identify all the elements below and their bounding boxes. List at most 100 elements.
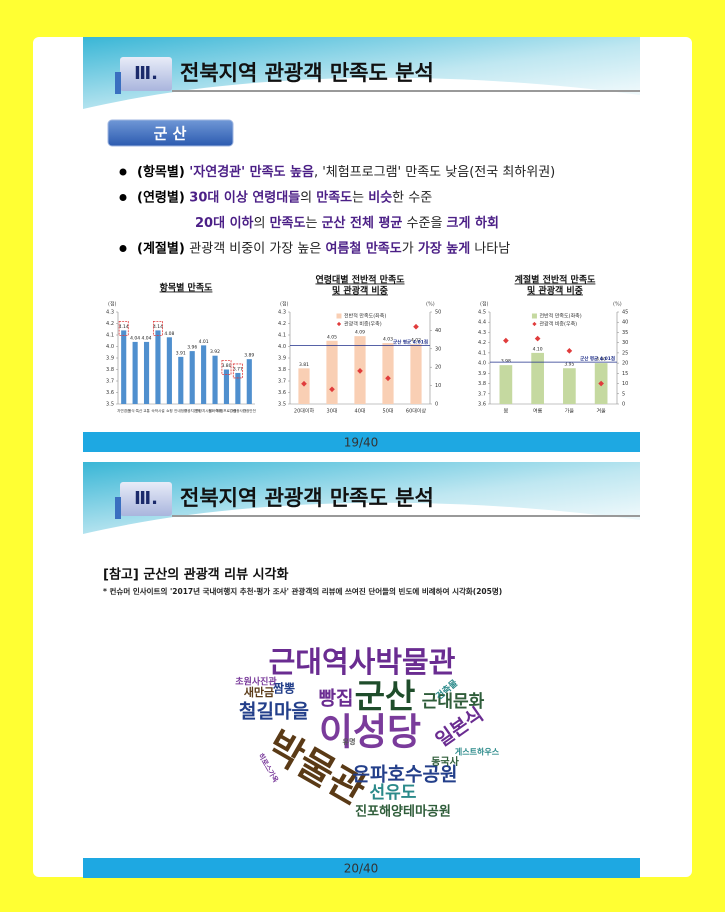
text-segment: (계절별): [137, 240, 189, 256]
y-tick-label: 3.6: [278, 390, 286, 396]
x-tick-label: 자연경관: [117, 408, 131, 413]
cloud-word: 새만금: [244, 685, 274, 699]
chart-title: 연령대별 전반적 만족도: [315, 274, 405, 286]
text-segment: 나타남: [470, 241, 510, 256]
y-tick-label: 4.3: [106, 310, 114, 316]
y2-tick-label: 10: [622, 381, 628, 387]
value-label: 4.08: [164, 331, 174, 337]
highlight-box: [232, 363, 243, 379]
value-label: 4.00: [596, 357, 606, 363]
y-tick-label: 3.7: [278, 379, 286, 385]
y-tick-label: 3.6: [106, 390, 114, 396]
legend-label: 관광객 비중(우축): [539, 321, 577, 328]
y-tick-label: 3.8: [106, 367, 114, 373]
numeral: Ⅲ.: [134, 63, 158, 84]
page-number: 19/40: [344, 436, 379, 450]
share-marker: [301, 380, 307, 387]
y-tick-label: 4.3: [278, 310, 286, 316]
share-marker: [385, 375, 391, 382]
value-label: 4.14: [153, 324, 163, 330]
text-segment: , '체험프로그램' 만족도 낮음: [314, 165, 469, 180]
value-label: 4.02: [411, 338, 421, 344]
text-segment: 여름철 만족도: [325, 240, 401, 256]
y-tick-label: 4.3: [478, 330, 486, 336]
y2-tick-label: 20: [622, 361, 628, 367]
y2-tick-label: 20: [435, 365, 441, 371]
share-marker: [357, 368, 363, 374]
value-label: 4.14: [119, 324, 129, 330]
bar: [235, 372, 241, 404]
y-tick-label: 3.7: [106, 379, 114, 385]
value-label: 4.10: [533, 346, 543, 352]
x-tick-label: 교통: [143, 408, 150, 413]
value-label: 3.95: [564, 362, 574, 368]
bar: [499, 365, 513, 404]
value-label: 3.89: [244, 353, 254, 359]
share-marker: [566, 348, 573, 354]
share-marker: [413, 323, 419, 330]
header-wave: [83, 77, 640, 112]
bar: [563, 368, 576, 404]
x-tick-label: 음식·특산: [128, 408, 143, 413]
value-label: 4.04: [142, 335, 152, 341]
value-label: 3.77: [233, 366, 243, 372]
numeral-accent: [115, 72, 121, 94]
bar: [223, 369, 230, 404]
y-tick-label: 3.9: [278, 356, 286, 362]
highlight-box: [221, 360, 232, 375]
value-label: 4.04: [130, 335, 140, 341]
text-segment: 크게 하회: [447, 215, 499, 231]
text-segment: (전국 최하위권): [469, 165, 555, 180]
y-tick-label: 4.0: [478, 361, 486, 367]
x-tick-label: 여름: [533, 408, 543, 415]
cloud-word: 은파호수공원: [353, 764, 458, 786]
chart-title: 항목별 만족도: [160, 282, 214, 294]
value-label: 3.92: [210, 349, 220, 355]
y-tick-label: 4.5: [478, 310, 486, 316]
y-tick-label: 3.8: [478, 381, 486, 387]
x-tick-label: 관광안전: [243, 408, 256, 413]
y2-tick-label: 25: [622, 350, 628, 356]
x-tick-label: 봄: [504, 409, 509, 415]
text-segment: 30대 이상 연령대들: [189, 189, 300, 205]
bar: [189, 351, 195, 404]
y2-tick-label: 15: [622, 371, 628, 377]
bar: [132, 341, 138, 404]
cloud-word: 짬뽕: [273, 681, 295, 696]
share-marker: [503, 337, 509, 344]
bar: [166, 337, 172, 404]
y2-tick-label: 0: [622, 402, 625, 408]
section-button: [107, 119, 234, 147]
x-tick-label: 50대: [383, 408, 394, 415]
bar: [201, 345, 207, 404]
bar: [143, 341, 150, 404]
y2-tick-label: 40: [435, 328, 441, 334]
bar: [410, 344, 422, 404]
bullet-dot: [119, 245, 127, 252]
bar: [246, 359, 252, 404]
y-tick-label: 4.0: [278, 344, 286, 350]
x-tick-label: 관광지편의: [184, 408, 201, 413]
cloud-word: 유명: [343, 737, 356, 746]
text-segment: 20대 이하: [195, 215, 254, 231]
x-tick-label: 관광지시설: [195, 408, 212, 413]
x-tick-label: 관광종사자: [230, 408, 247, 413]
legend-label: 관광객 비중(우축): [344, 321, 382, 328]
bar: [212, 355, 218, 404]
x-tick-label: 체험프로그램: [217, 408, 237, 413]
page-number: 20/40: [344, 862, 379, 876]
text-segment: 는: [305, 216, 321, 231]
share-marker: [534, 335, 541, 342]
y-tick-label: 3.5: [106, 402, 114, 408]
y-tick-label: 4.2: [278, 321, 286, 327]
x-tick-label: 문화축제: [208, 408, 221, 413]
text-segment: 관광객 비중이 가장 높은: [189, 241, 325, 256]
value-label: 3.81: [299, 362, 309, 368]
y2-tick-label: 10: [435, 383, 441, 389]
y2-tick-label: 30: [435, 346, 441, 352]
y-tick-label: 3.7: [478, 391, 486, 397]
slide-title: 전북지역 관광객 만족도 분석: [180, 486, 434, 510]
share-marker: [329, 386, 335, 393]
numeral-box: [120, 57, 172, 91]
